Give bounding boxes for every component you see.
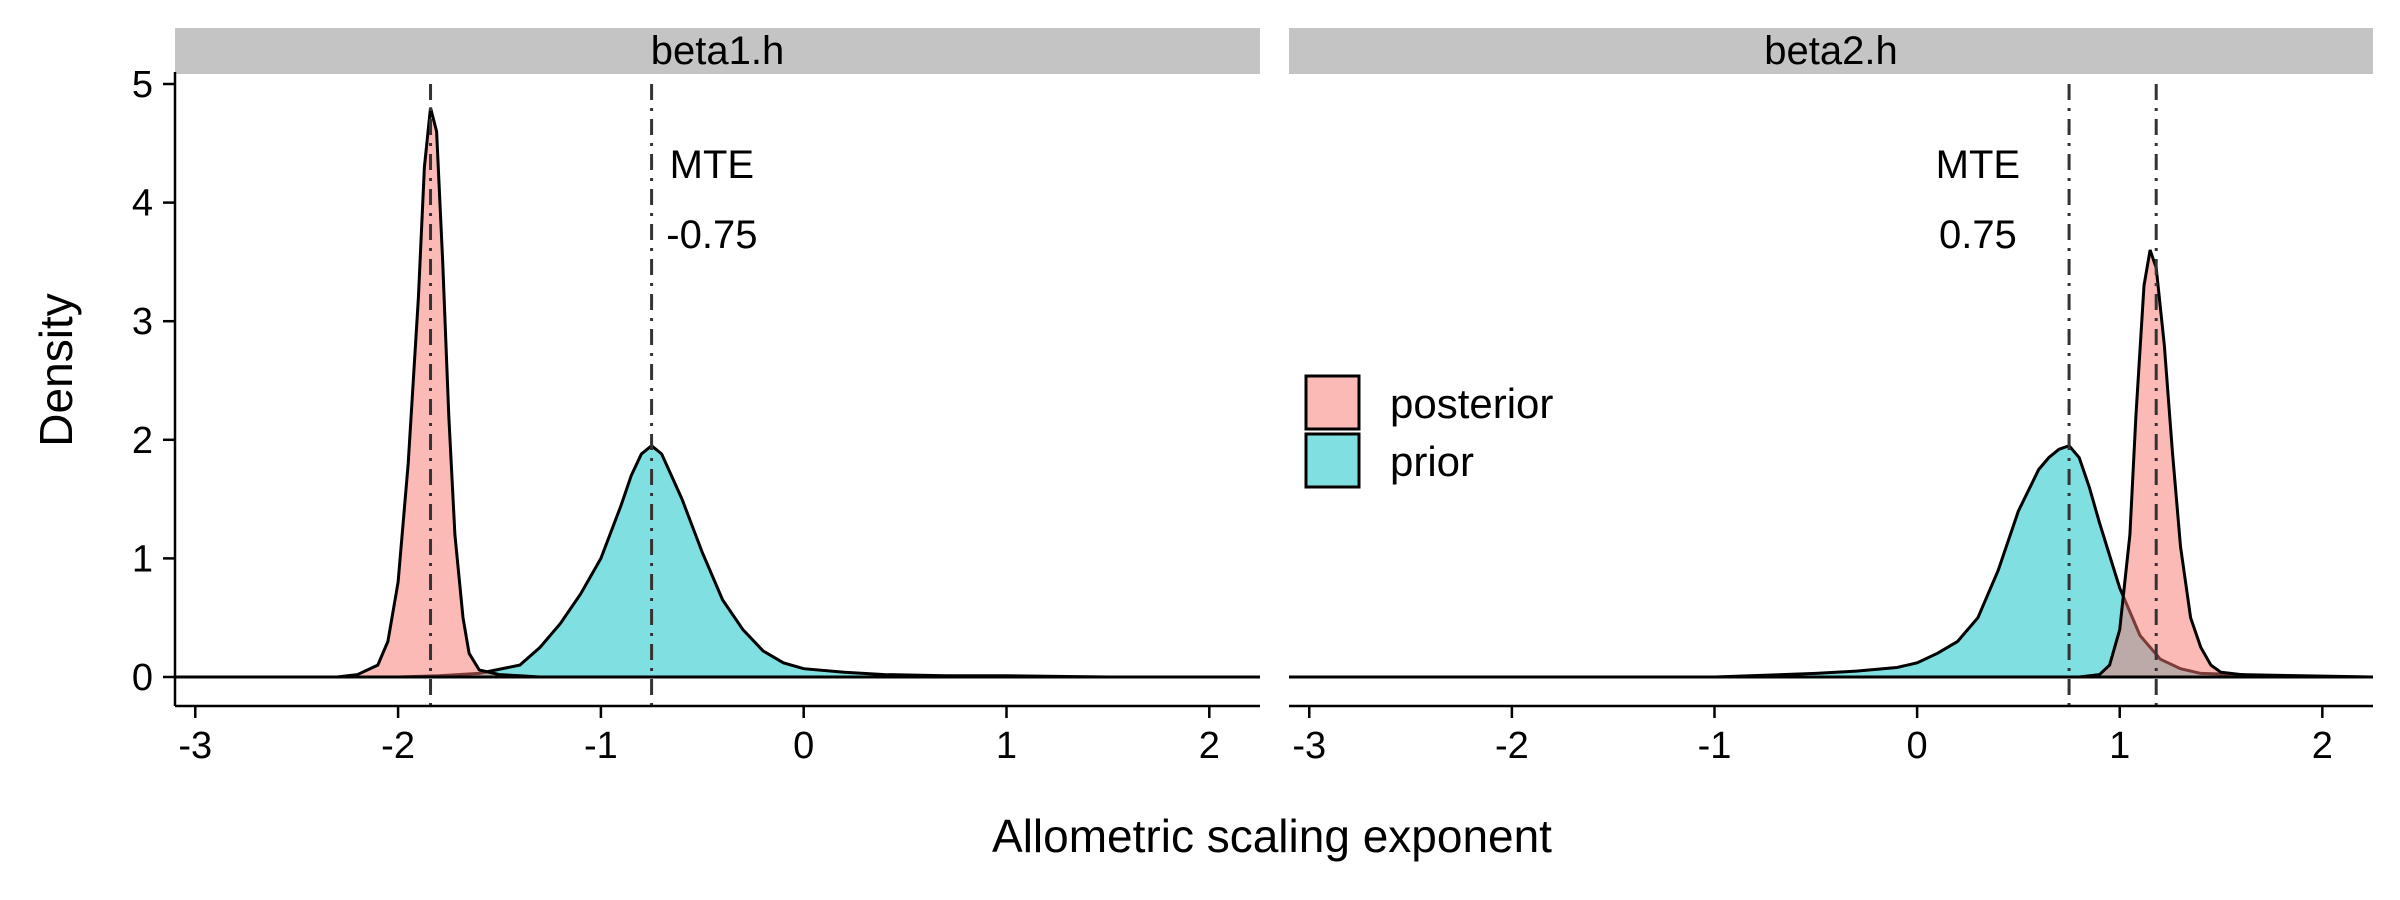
density-posterior (175, 107, 1260, 679)
annotation-mte-value: 0.75 (1939, 213, 2017, 257)
density-posterior (1289, 249, 2373, 679)
y-tick-label: 2 (132, 420, 153, 462)
panel-beta2-h: beta2.h MTE 0.75 -3 -2 -1 0 1 2 (1289, 28, 2374, 767)
x-tick-label: -3 (1292, 725, 1326, 767)
legend-label-prior: prior (1390, 438, 1474, 485)
panel-strip-label: beta1.h (651, 29, 784, 73)
panel-strip-label: beta2.h (1764, 29, 1897, 73)
y-tick-label: 0 (132, 657, 153, 699)
y-tick-label: 1 (132, 538, 153, 580)
density-prior (175, 443, 1260, 679)
x-tick-label: 2 (1199, 725, 1220, 767)
x-tick-label: 2 (2312, 725, 2333, 767)
annotation-mte-label: MTE (1936, 143, 2020, 187)
y-axis-title: Density (30, 293, 82, 446)
x-tick-label: -3 (178, 725, 212, 767)
legend-key-posterior (1304, 374, 1361, 431)
x-tick-label: -2 (1495, 725, 1529, 767)
x-axis-title: Allometric scaling exponent (992, 810, 1552, 862)
legend-key-prior (1304, 432, 1361, 489)
legend: posterior prior (1304, 374, 1553, 489)
y-tick-label: 5 (132, 64, 153, 106)
annotation-mte-value: -0.75 (666, 213, 757, 257)
annotation-mte-label: MTE (670, 143, 754, 187)
x-tick-label: -1 (1698, 725, 1732, 767)
x-tick-label: 1 (2109, 725, 2130, 767)
legend-label-posterior: posterior (1390, 380, 1553, 427)
panel-strip (1289, 28, 2373, 74)
y-tick-label: 3 (132, 301, 153, 343)
panel-beta1-h: beta1.h MTE -0.75 -3 -2 -1 0 1 2 0 1 2 3 4 5 (132, 28, 1260, 767)
x-tick-label: 0 (1907, 725, 1928, 767)
x-tick-label: 0 (793, 725, 814, 767)
y-tick-label: 4 (132, 183, 153, 225)
x-tick-label: -1 (584, 725, 618, 767)
panel-strip (175, 28, 1260, 74)
x-tick-label: -2 (381, 725, 415, 767)
x-tick-label: 1 (996, 725, 1017, 767)
